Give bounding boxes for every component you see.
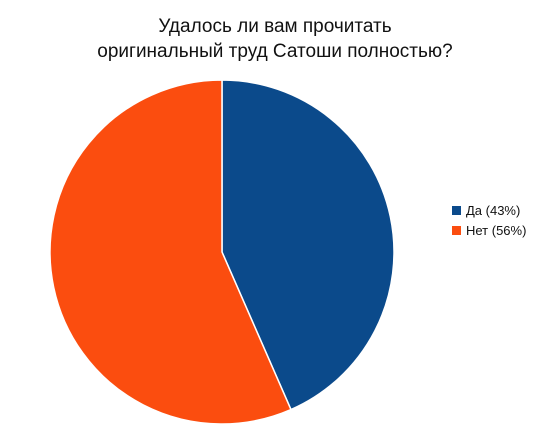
pie-slice-net bbox=[49, 79, 292, 425]
pie-slice-da bbox=[221, 79, 395, 411]
chart-legend: Да (43%) Нет (56%) bbox=[452, 200, 526, 240]
chart-title-line-1: Удалось ли вам прочитать bbox=[158, 16, 392, 37]
legend-swatch-da bbox=[452, 205, 461, 215]
chart-title-line-2: оригинальный труд Сатоши полностью? bbox=[97, 41, 453, 62]
legend-item-da: Да (43%) bbox=[452, 200, 526, 220]
legend-swatch-net bbox=[452, 225, 461, 235]
legend-label-net: Нет (56%) bbox=[466, 222, 527, 238]
chart-title: Удалось ли вам прочитать оригинальный тр… bbox=[0, 14, 550, 64]
legend-item-net: Нет (56%) bbox=[452, 220, 526, 240]
legend-label-da: Да (43%) bbox=[466, 202, 521, 218]
